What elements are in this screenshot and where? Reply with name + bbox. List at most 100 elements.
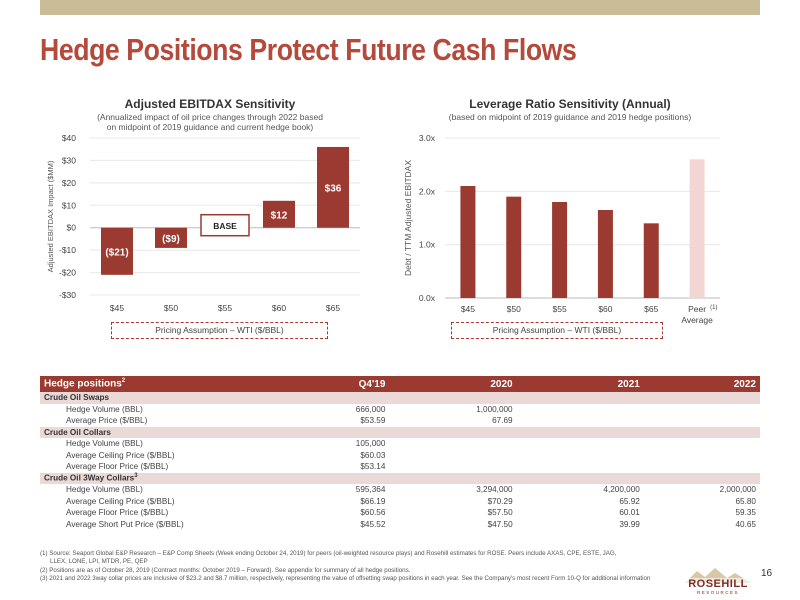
row-label: Average Floor Price ($/BBL) [66, 462, 169, 472]
cell-2022: 59.35 [735, 508, 757, 518]
leverage-y-tick-label: 3.0x [419, 133, 436, 143]
ebitdax-x-tick-label: $55 [218, 303, 232, 313]
cell-2022: 65.80 [735, 496, 757, 506]
row-label: Average Ceiling Price ($/BBL) [66, 450, 175, 460]
logo-wordmark: ROSEHILL [688, 578, 748, 590]
cell-2021: 60.01 [619, 508, 640, 518]
cell-q4-19: 666,000 [355, 404, 386, 414]
logo-subtext: RESOURCES [697, 590, 739, 595]
table-row: Average Short Put Price ($/BBL) $45.52 $47… [40, 519, 760, 531]
leverage-pricing-assumption-box: Pricing Assumption – WTI ($/BBL) [451, 322, 663, 339]
cell-q4-19: $60.03 [360, 450, 386, 460]
cell-q4-19: 595,364 [355, 485, 386, 495]
rosehill-logo: ROSEHILL RESOURCES [683, 568, 753, 595]
table-section-row: Crude Oil Collars [40, 426, 760, 438]
row-label: Average Ceiling Price ($/BBL) [66, 496, 175, 506]
table-row: Hedge Volume (BBL) 666,000 1,000,000 [40, 404, 760, 416]
leverage-peer-bar [689, 159, 705, 298]
ebitdax-subtitle-line-2: on midpoint of 2019 guidance and current… [106, 122, 314, 132]
table-section-title: Crude Oil 3Way Collars3 [40, 472, 760, 484]
cell-q4-19: $53.59 [360, 416, 386, 426]
row-label: Hedge Volume (BBL) [66, 404, 143, 414]
leverage-y-tick-label: 1.0x [419, 240, 436, 250]
leverage-bar [643, 223, 659, 298]
cell-2021: 65.92 [619, 496, 640, 506]
table-row: Average Floor Price ($/BBL) $60.56 $57.50 6… [40, 507, 760, 519]
footnote-1-cont: LLEX, LONE, LPI, MTDR, PE, QEP [50, 558, 148, 566]
ebitdax-x-tick-label: $50 [164, 303, 178, 313]
cell-2021 [517, 438, 644, 450]
ebitdax-y-tick-label: -$30 [59, 290, 76, 300]
leverage-chart-subtitle: (based on midpoint of 2019 guidance and … [420, 112, 720, 122]
cell-2022: 2,000,000 [719, 485, 756, 495]
ebitdax-bar [263, 200, 295, 228]
ebitdax-y-tick-label: $30 [62, 155, 76, 165]
leverage-bar [597, 210, 613, 298]
table-row: Average Price ($/BBL) $53.59 67.69 [40, 415, 760, 427]
page-title: Hedge Positions Protect Future Cash Flow… [40, 32, 577, 67]
ebitdax-y-tick-label: -$10 [59, 245, 76, 255]
cell-2020: 1,000,000 [476, 404, 513, 414]
cell-q4-19: $45.52 [360, 519, 386, 529]
ebitdax-bar [101, 227, 133, 275]
row-label: Hedge Volume (BBL) [66, 485, 143, 495]
leverage-chart-title: Leverage Ratio Sensitivity (Annual) [469, 97, 671, 111]
table-header-row: Hedge positions2 Q4'19 2020 2021 2022 [40, 376, 760, 392]
ebitdax-y-tick-label: $0 [67, 223, 77, 233]
table-row: Average Ceiling Price ($/BBL) $60.03 [40, 450, 760, 462]
cell-2022 [644, 450, 760, 462]
ebitdax-base-box [200, 213, 250, 237]
ebitdax-base-label: BASE [213, 221, 237, 231]
ebitdax-y-tick-label: $10 [62, 200, 76, 210]
ebitdax-data-label: $36 [325, 183, 342, 194]
cell-2020: 3,294,000 [476, 485, 513, 495]
leverage-x-tick-label: $45 [461, 304, 475, 314]
table-section-title: Crude Oil Swaps [40, 392, 760, 404]
footnote-3: (3) 2021 and 2022 3way collar prices are… [40, 574, 651, 582]
top-accent-bar [40, 0, 760, 15]
leverage-subtitle-line-1: (based on midpoint of 2019 guidance and … [448, 112, 692, 122]
ebitdax-chart-subtitle: (Annualized impact of oil price changes … [80, 112, 340, 132]
ebitdax-y-axis-title: Adjusted EBITDAX Impact ($MM) [46, 160, 55, 272]
cell-2020: $57.50 [487, 508, 513, 518]
leverage-x-tick-label: Peer [688, 304, 706, 314]
ebitdax-pricing-assumption-box: Pricing Assumption – WTI ($/BBL) [111, 322, 328, 339]
leverage-y-tick-label: 0.0x [419, 293, 436, 303]
cell-2022 [644, 415, 760, 427]
ebitdax-data-label: ($9) [162, 234, 180, 245]
cell-q4-19: $66.19 [360, 496, 386, 506]
cell-2021 [517, 450, 644, 462]
cell-q4-19: $53.14 [360, 462, 386, 472]
cell-2022 [644, 461, 760, 473]
leverage-y-tick-label: 2.0x [419, 186, 436, 196]
cell-2021: 39.99 [619, 519, 640, 529]
table-row: Hedge Volume (BBL) 595,364 3,294,000 4,200,… [40, 484, 760, 496]
table-section-row: Crude Oil Swaps [40, 392, 760, 404]
leverage-y-axis-title: Debt / TTM Adjusted EBITDAX [403, 160, 413, 276]
cell-q4-19: $60.56 [360, 508, 386, 518]
cell-2021 [517, 404, 644, 416]
leverage-sensitivity-chart: 0.0x 1.0x 2.0x 3.0x $45 $50 $55 $60 $65 Peer (1) Av… [403, 133, 720, 325]
cell-2021 [517, 415, 644, 427]
cell-2022 [644, 404, 760, 416]
ebitdax-y-tick-label: -$20 [59, 268, 76, 278]
cell-2020 [389, 438, 516, 450]
leverage-bar [506, 196, 522, 298]
page-number: 16 [761, 568, 773, 579]
cell-2022: 40.65 [735, 519, 757, 529]
cell-2022 [644, 438, 760, 450]
ebitdax-y-tick-label: $40 [62, 133, 76, 143]
ebitdax-x-tick-label: $60 [272, 303, 286, 313]
cell-2021 [517, 461, 644, 473]
footnote-1: (1) Source: Seaport Global E&P Research … [40, 550, 617, 557]
ebitdax-x-tick-label: $65 [326, 303, 340, 313]
header-2020: 2020 [389, 376, 517, 392]
cell-2020 [389, 461, 516, 473]
ebitdax-data-label: $12 [271, 210, 288, 221]
hedge-positions-table: Hedge positions2 Q4'19 2020 2021 2022 Cr… [40, 376, 760, 530]
header-q4-19: Q4'19 [260, 376, 390, 392]
header-2022: 2022 [643, 376, 760, 392]
leverage-x-tick-label: $60 [598, 304, 612, 314]
leverage-bar [460, 186, 476, 298]
ebitdax-bar [317, 146, 349, 228]
